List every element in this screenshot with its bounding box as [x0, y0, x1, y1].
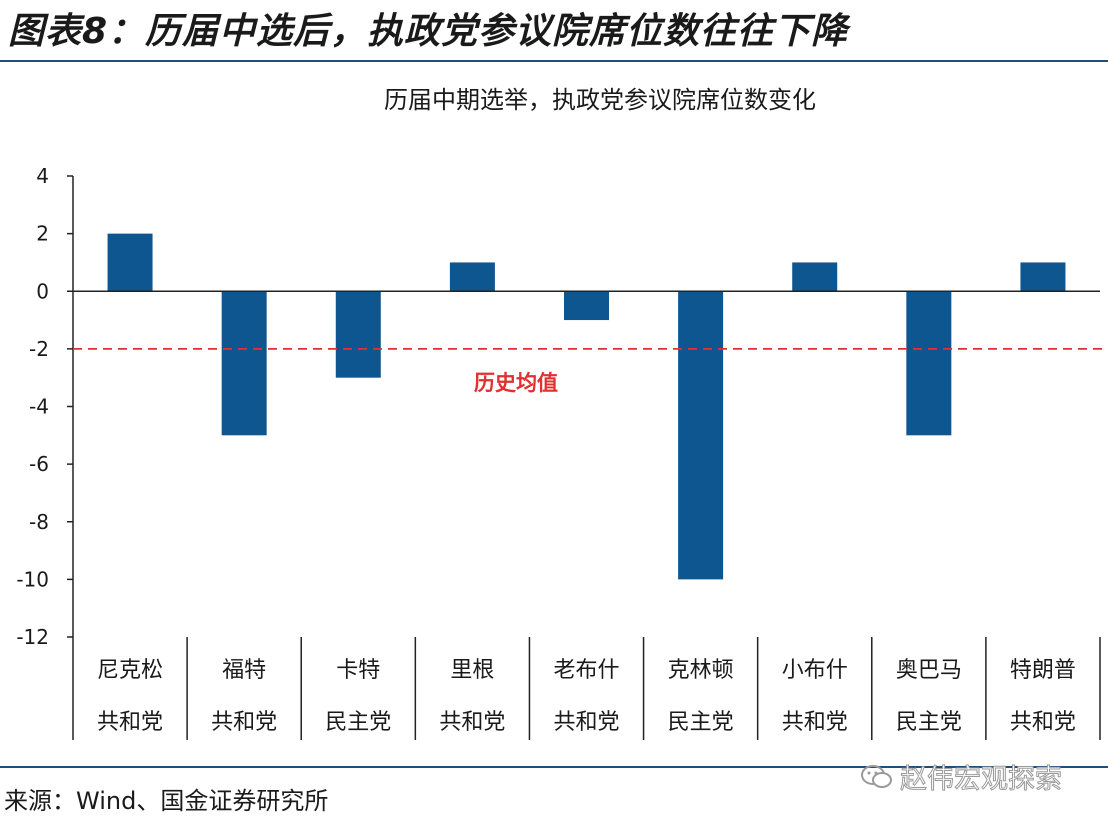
category-name-label: 小布什 — [782, 658, 848, 683]
y-tick-label: 4 — [36, 164, 49, 188]
y-tick-label: -6 — [29, 452, 49, 476]
category-name-label: 尼克松 — [97, 658, 163, 683]
chart-title: 历届中期选举，执政党参议院席位数变化 — [384, 86, 816, 114]
source-note: 来源：Wind、国金证券研究所 — [4, 787, 329, 815]
category-name-label: 老布什 — [553, 658, 619, 683]
y-tick-label: -8 — [29, 510, 49, 534]
category-name-label: 克林顿 — [668, 658, 734, 683]
y-tick-label: 2 — [36, 222, 49, 246]
bar — [564, 291, 609, 321]
category-name-label: 卡特 — [336, 658, 380, 683]
category-party-label: 民主党 — [668, 710, 734, 735]
category-name-label: 里根 — [450, 658, 494, 683]
category-party-label: 民主党 — [896, 710, 962, 735]
y-tick-label: -2 — [29, 337, 49, 361]
bar — [221, 291, 267, 436]
category-party-label: 共和党 — [97, 710, 163, 735]
bar — [906, 291, 952, 436]
y-tick-label: -12 — [16, 625, 49, 649]
source-divider — [0, 766, 1108, 768]
category-name-label: 奥巴马 — [896, 658, 962, 683]
category-party-label: 共和党 — [439, 710, 505, 735]
bar-chart: 历届中期选举，执政党参议院席位数变化 4 2 0 -2 -4 -6 -8 -10 -12 历史均值… — [16, 86, 1104, 740]
title-divider — [0, 60, 1108, 62]
bar — [107, 233, 153, 292]
watermark: 赵伟宏观探索 — [860, 757, 1063, 796]
y-tick-label: -10 — [16, 567, 49, 591]
bar — [1020, 262, 1066, 292]
figure-title: 图表8：历届中选后，执政党参议院席位数往往下降 — [8, 11, 849, 52]
bar — [335, 291, 381, 378]
bar — [678, 291, 724, 580]
wechat-icon — [861, 764, 892, 788]
category-party-label: 共和党 — [211, 710, 277, 735]
category-party-label: 共和党 — [553, 710, 619, 735]
watermark-text: 赵伟宏观探索 — [900, 764, 1063, 796]
y-tick-label: 0 — [36, 279, 49, 303]
y-tick-label: -4 — [29, 395, 49, 419]
bar — [449, 262, 495, 292]
category-party-label: 共和党 — [782, 710, 848, 735]
category-name-label: 特朗普 — [1010, 658, 1076, 683]
category-name-label: 福特 — [222, 658, 266, 683]
mean-reference-label: 历史均值 — [474, 371, 558, 395]
category-party-label: 民主党 — [325, 710, 391, 735]
bar — [792, 262, 838, 292]
category-party-label: 共和党 — [1010, 710, 1076, 735]
